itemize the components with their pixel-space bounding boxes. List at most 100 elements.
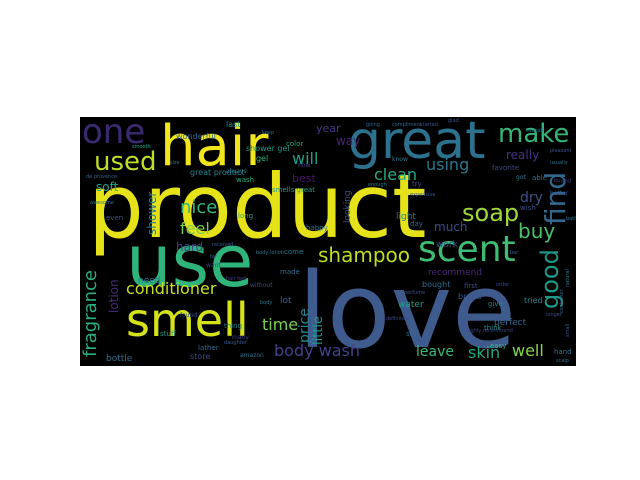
word-glad: glad: [448, 118, 459, 124]
word-bar: bar: [510, 250, 519, 256]
word-order: order: [496, 282, 510, 288]
word-think: think: [484, 324, 502, 332]
word-hand: hand: [554, 348, 572, 356]
word-scalp: scalp: [556, 358, 569, 364]
word-nice: nice: [180, 197, 218, 218]
word-hair: hair: [160, 117, 269, 179]
word-fragrance: fragrance: [80, 269, 101, 357]
word-bath: bath: [566, 216, 576, 222]
word-work: work: [436, 240, 458, 250]
word-great-product: great product: [190, 168, 245, 177]
word-year: year: [316, 122, 341, 135]
word-lot: lot: [280, 296, 292, 306]
word-started: started: [420, 122, 438, 128]
word-buy: buy: [518, 219, 556, 243]
word-bottle: bottle: [106, 354, 133, 364]
word-stuff: stuff: [160, 330, 176, 338]
word-enough: enough: [368, 182, 387, 188]
word-last: last: [226, 120, 241, 129]
word-dry: dry: [520, 190, 543, 206]
word-recommend: recommend: [428, 268, 482, 278]
word-lather: lather: [198, 344, 219, 352]
word-body: body: [260, 300, 273, 306]
word-compliment: compliment: [392, 122, 422, 128]
word-soft: soft: [96, 180, 119, 194]
word-cloud: product love use hair great smell scent …: [80, 117, 576, 366]
word-wish: wish: [520, 204, 536, 212]
word-de-provence: de provence: [86, 174, 118, 180]
word-easy: easy: [490, 342, 507, 350]
word-try: try: [412, 180, 422, 188]
word-without: without: [250, 282, 273, 289]
word-keep: keep: [262, 130, 275, 136]
word-long: long: [238, 212, 254, 220]
word-great: great: [348, 117, 486, 171]
word-much: much: [434, 220, 468, 234]
word-make: make: [498, 119, 570, 149]
word-looking: looking: [343, 190, 353, 223]
word-natural: natural: [565, 269, 571, 287]
word-small: small: [565, 323, 571, 337]
word-day: day: [410, 220, 423, 228]
word-bought: bought: [422, 280, 451, 289]
word-going: going: [366, 122, 380, 128]
word-will: will: [292, 149, 319, 168]
word-hard: hard: [176, 240, 204, 254]
word-little: little: [311, 315, 326, 345]
word-love: love: [298, 250, 517, 366]
word-amazon: amazon: [240, 352, 264, 359]
word-light: light: [396, 212, 416, 222]
word-many: many: [232, 334, 249, 341]
word-far: far: [210, 254, 217, 260]
word-perfume: perfume: [404, 290, 426, 296]
word-color: color: [286, 140, 304, 148]
word-usually: usually: [550, 160, 568, 166]
word-clean: clean: [374, 165, 418, 184]
word-soap: soap: [462, 199, 520, 227]
word-smells-great: smells great: [272, 186, 316, 194]
word-store: store: [190, 352, 211, 361]
word-now: now: [298, 162, 311, 169]
word-got: got: [516, 174, 526, 181]
word-product: product: [88, 155, 427, 258]
word-body-lotion: body lotion: [256, 250, 284, 256]
word-still: still: [406, 330, 419, 338]
word-price: price: [297, 308, 313, 343]
word-shower-gel: shower gel: [246, 144, 290, 153]
word-smell: smell: [126, 293, 249, 347]
word-body-wash: body wash: [274, 341, 361, 360]
word-received: received: [212, 242, 234, 248]
word-even: even: [106, 214, 124, 222]
word-thing: thing: [224, 322, 243, 330]
word-happy: happy: [306, 224, 328, 232]
word-found: found: [180, 312, 198, 319]
word-smooth: smooth: [132, 144, 151, 150]
word-conditioner: conditioner: [126, 279, 217, 298]
word-time: time: [262, 315, 299, 334]
word-best: best: [292, 172, 316, 185]
word-using: using: [426, 155, 470, 174]
word-able: able: [532, 174, 547, 182]
word-size: size: [170, 160, 180, 166]
word-first: first: [464, 282, 478, 290]
word-need: need: [138, 276, 161, 286]
word-way: way: [336, 134, 361, 148]
word-pleasant: pleasant: [550, 148, 572, 154]
word-always: always: [226, 168, 247, 175]
word-favorite: favorite: [492, 164, 520, 172]
word-lotion: lotion: [107, 279, 121, 313]
word-feel: feel: [180, 219, 210, 238]
word-hair-feel: hair feel: [226, 276, 247, 282]
word-expensive: expensive: [410, 192, 436, 198]
word-know: know: [392, 156, 408, 163]
word-better: better: [550, 190, 569, 197]
word-overall: overall: [526, 128, 543, 134]
word-buying: buying: [554, 178, 572, 184]
word-longer: longer: [546, 312, 562, 318]
word-look: look: [460, 314, 475, 322]
word-definitely: definitely: [386, 316, 410, 322]
word-want: want: [206, 262, 221, 269]
word-wonderful: wonderful: [176, 132, 216, 141]
word-skin: skin: [468, 343, 501, 362]
word-give: give: [488, 300, 503, 308]
